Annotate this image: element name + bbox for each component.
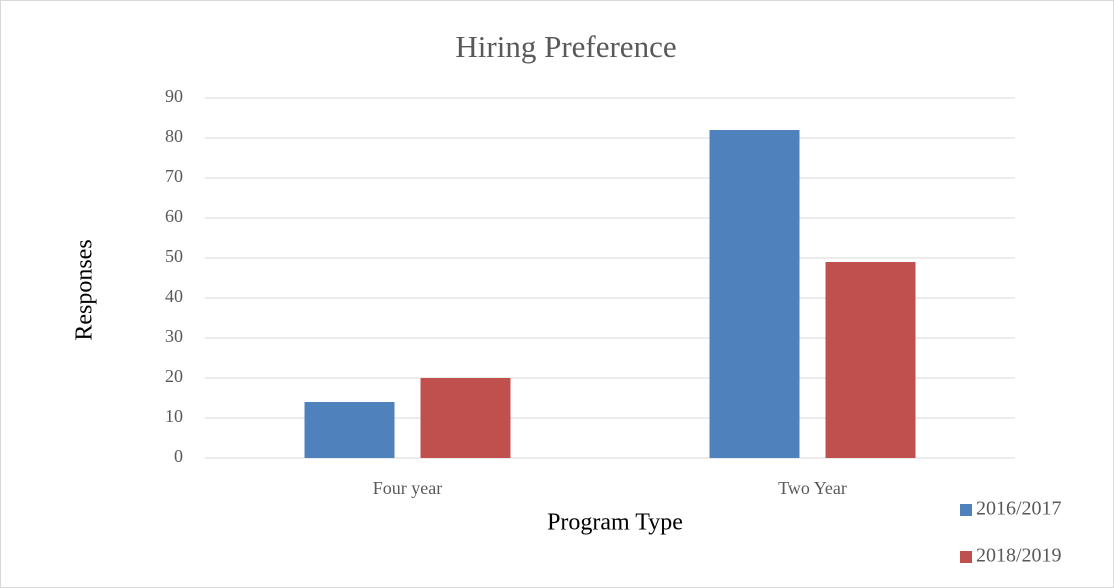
x-tick-label: Four year bbox=[373, 478, 442, 498]
legend-swatch bbox=[960, 504, 972, 516]
y-tick-label: 0 bbox=[174, 446, 183, 466]
y-axis-label: Responses bbox=[72, 239, 98, 340]
x-axis-label: Program Type bbox=[547, 510, 683, 536]
y-tick-label: 50 bbox=[165, 246, 183, 266]
y-tick-label: 40 bbox=[165, 286, 183, 306]
chart-title: Hiring Preference bbox=[455, 29, 676, 64]
y-tick-label: 10 bbox=[165, 406, 183, 426]
y-tick-label: 80 bbox=[165, 126, 183, 146]
bar bbox=[709, 130, 800, 458]
y-tick-label: 60 bbox=[165, 206, 183, 226]
bar bbox=[825, 262, 916, 458]
y-tick-label: 20 bbox=[165, 366, 183, 386]
legend-label: 2018/2019 bbox=[976, 545, 1062, 567]
y-tick-label: 90 bbox=[165, 86, 183, 106]
bar bbox=[420, 378, 511, 458]
legend-label: 2016/2017 bbox=[976, 498, 1062, 520]
y-tick-label: 70 bbox=[165, 166, 183, 186]
legend-swatch bbox=[960, 551, 972, 563]
bar bbox=[304, 402, 395, 458]
y-tick-label: 30 bbox=[165, 326, 183, 346]
x-tick-label: Two Year bbox=[778, 478, 847, 498]
